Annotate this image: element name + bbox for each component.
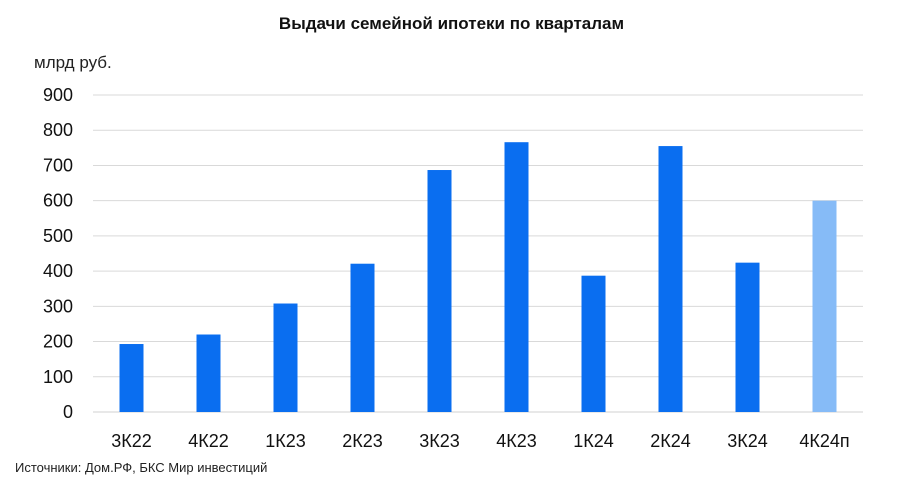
bar-3К24 — [735, 262, 760, 412]
y-tick-label: 500 — [43, 226, 73, 246]
y-tick-label: 300 — [43, 296, 73, 316]
bar-3К23 — [427, 170, 452, 412]
y-tick-label: 800 — [43, 120, 73, 140]
y-tick-label: 400 — [43, 261, 73, 281]
y-axis-ticks: 0 100 200 300 400 500 600 700 800 900 — [43, 85, 73, 422]
bar-1К23 — [273, 303, 298, 412]
source-note: Источники: Дом.РФ, БКС Мир инвестиций — [15, 460, 268, 475]
y-tick-label: 200 — [43, 332, 73, 352]
x-tick-label: 2К23 — [342, 431, 383, 451]
y-tick-label: 0 — [63, 402, 73, 422]
y-tick-label: 100 — [43, 367, 73, 387]
x-tick-label: 3К22 — [111, 431, 152, 451]
x-tick-label: 4К24п — [799, 431, 849, 451]
y-tick-label: 700 — [43, 155, 73, 175]
y-tick-label: 600 — [43, 191, 73, 211]
x-tick-label: 1К23 — [265, 431, 306, 451]
x-tick-label: 4К23 — [496, 431, 537, 451]
grid-lines — [93, 94, 863, 413]
x-tick-label: 3К23 — [419, 431, 460, 451]
bar-4К22 — [196, 334, 221, 412]
x-tick-label: 2К24 — [650, 431, 691, 451]
bar-2К23 — [350, 263, 375, 412]
bars — [119, 142, 837, 413]
chart-title: Выдачи семейной ипотеки по кварталам — [278, 14, 625, 33]
y-axis-unit-label: млрд руб. — [34, 53, 112, 72]
bar-4К23 — [504, 142, 529, 412]
bar-1К24 — [581, 275, 606, 412]
bar-2К24 — [658, 146, 683, 413]
x-tick-label: 3К24 — [727, 431, 768, 451]
x-tick-label: 1К24 — [573, 431, 614, 451]
x-axis-ticks: 3К22 4К22 1К23 2К23 3К23 4К23 1К24 2К24 3К24 4К24… — [111, 431, 849, 451]
x-tick-label: 4К22 — [188, 431, 229, 451]
y-tick-label: 900 — [43, 85, 73, 105]
bar-3К22 — [119, 344, 144, 412]
bar-4К24п — [812, 200, 837, 412]
